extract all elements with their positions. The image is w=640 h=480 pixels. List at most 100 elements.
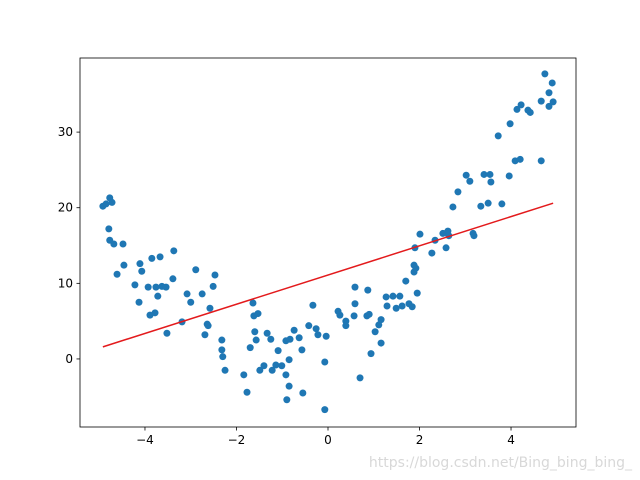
point xyxy=(351,283,359,291)
point xyxy=(163,329,171,337)
point xyxy=(548,79,556,87)
point xyxy=(138,267,146,275)
point xyxy=(321,406,329,414)
point xyxy=(477,202,485,210)
point xyxy=(267,335,275,343)
x-tick-label: 4 xyxy=(507,433,515,447)
point xyxy=(221,366,229,374)
point xyxy=(526,108,534,116)
point xyxy=(206,304,214,312)
point xyxy=(367,350,375,358)
point xyxy=(218,346,226,354)
point xyxy=(198,290,206,298)
point xyxy=(299,389,307,397)
point xyxy=(351,300,359,308)
x-tick-label: −2 xyxy=(228,433,246,447)
point xyxy=(211,271,219,279)
point xyxy=(286,335,294,343)
point xyxy=(470,232,478,240)
point xyxy=(389,292,397,300)
point xyxy=(398,302,406,310)
point xyxy=(192,266,200,274)
point xyxy=(131,281,139,289)
point xyxy=(240,371,248,379)
point xyxy=(151,309,159,317)
point xyxy=(144,283,152,291)
y-tick-label: 0 xyxy=(65,352,73,366)
x-tick-label: 0 xyxy=(324,433,332,447)
point xyxy=(408,303,416,311)
point xyxy=(263,329,271,337)
point xyxy=(278,362,286,370)
point xyxy=(148,254,156,262)
point xyxy=(187,298,195,306)
point xyxy=(537,97,545,105)
point xyxy=(487,178,495,186)
point xyxy=(462,171,470,179)
point xyxy=(243,388,251,396)
point xyxy=(105,225,113,233)
point xyxy=(545,89,553,97)
point xyxy=(449,203,457,211)
point xyxy=(442,244,450,252)
point xyxy=(336,311,344,319)
point xyxy=(219,353,227,361)
point xyxy=(290,326,298,334)
point xyxy=(204,322,212,330)
point xyxy=(484,199,492,207)
point xyxy=(517,101,525,109)
point xyxy=(246,344,254,352)
point xyxy=(314,331,322,339)
point xyxy=(545,102,553,110)
axes-frame xyxy=(79,57,577,428)
point xyxy=(152,283,160,291)
point xyxy=(402,277,410,285)
point xyxy=(321,358,329,366)
point xyxy=(375,321,383,329)
point xyxy=(498,200,506,208)
point xyxy=(480,170,488,178)
point xyxy=(251,328,259,336)
point xyxy=(537,157,545,165)
point xyxy=(252,336,260,344)
point xyxy=(312,325,320,333)
point xyxy=(505,172,513,180)
point xyxy=(154,292,162,300)
point xyxy=(356,374,364,382)
point xyxy=(113,270,121,278)
point xyxy=(396,292,404,300)
point xyxy=(201,331,209,339)
point xyxy=(285,382,293,390)
point xyxy=(371,328,379,336)
point xyxy=(377,316,385,324)
point xyxy=(295,334,303,342)
point xyxy=(110,240,118,248)
point xyxy=(135,298,143,306)
point xyxy=(209,282,217,290)
y-tick-label: 30 xyxy=(58,125,73,139)
point xyxy=(260,362,268,370)
point xyxy=(298,346,306,354)
point xyxy=(342,322,350,330)
point xyxy=(283,396,291,404)
point xyxy=(454,188,462,196)
point xyxy=(285,356,293,364)
point xyxy=(428,249,436,257)
point xyxy=(170,247,178,255)
point xyxy=(162,283,170,291)
point xyxy=(383,302,391,310)
point xyxy=(249,299,257,307)
point xyxy=(466,177,474,185)
point xyxy=(413,289,421,297)
point xyxy=(392,304,400,312)
point xyxy=(410,261,418,269)
point xyxy=(256,366,264,374)
point xyxy=(119,240,127,248)
point xyxy=(486,170,494,178)
point xyxy=(305,322,313,330)
point xyxy=(309,301,317,309)
point xyxy=(218,336,226,344)
point xyxy=(416,230,424,238)
point xyxy=(350,312,358,320)
